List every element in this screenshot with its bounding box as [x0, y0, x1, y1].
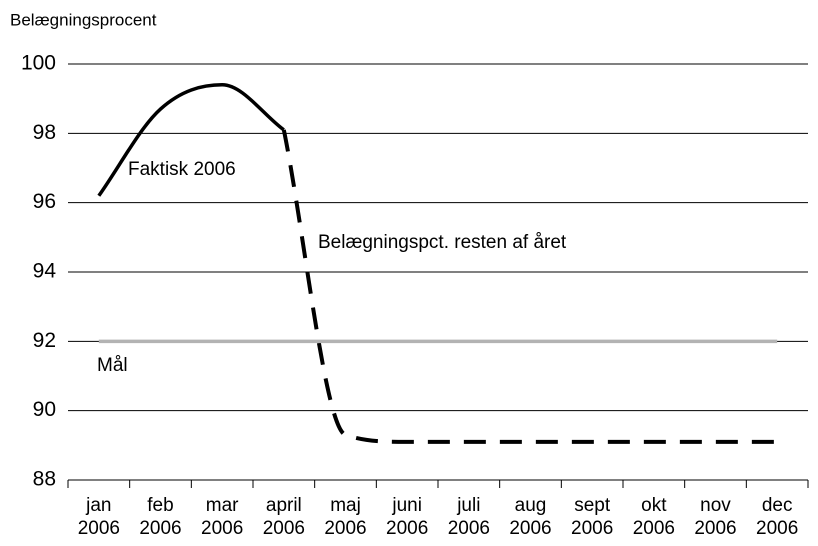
x-tick-label: juni 2006: [386, 495, 429, 539]
series-label: Belægningspct. resten af året: [318, 232, 567, 253]
series-label: Mål: [97, 355, 128, 376]
y-tick-label: 98: [33, 121, 56, 144]
y-tick-label: 94: [33, 260, 57, 283]
x-tick-label: mar 2006: [201, 495, 244, 539]
series-label: Faktisk 2006: [128, 159, 236, 180]
series-line: [97, 83, 285, 197]
x-tick-label: april 2006: [262, 495, 305, 539]
y-axis-label: Belægningsprocent: [10, 10, 157, 29]
y-tick-label: 90: [33, 398, 56, 421]
x-tick-label: maj 2006: [324, 495, 367, 539]
x-tick-label: nov 2006: [694, 495, 737, 539]
x-tick-label: sept 2006: [571, 495, 614, 539]
x-tick-label: dec 2006: [756, 495, 799, 539]
x-tick-label: aug 2006: [509, 495, 552, 539]
x-tick-label: juli 2006: [447, 495, 490, 539]
x-tick-label: jan 2006: [77, 495, 120, 539]
series-line: [281, 129, 778, 444]
y-tick-label: 92: [33, 329, 56, 352]
x-tick-label: okt 2006: [632, 495, 675, 539]
y-tick-label: 88: [33, 468, 56, 491]
y-tick-label: 96: [33, 190, 56, 213]
y-tick-label: 100: [21, 52, 56, 75]
x-tick-label: feb 2006: [139, 495, 182, 539]
